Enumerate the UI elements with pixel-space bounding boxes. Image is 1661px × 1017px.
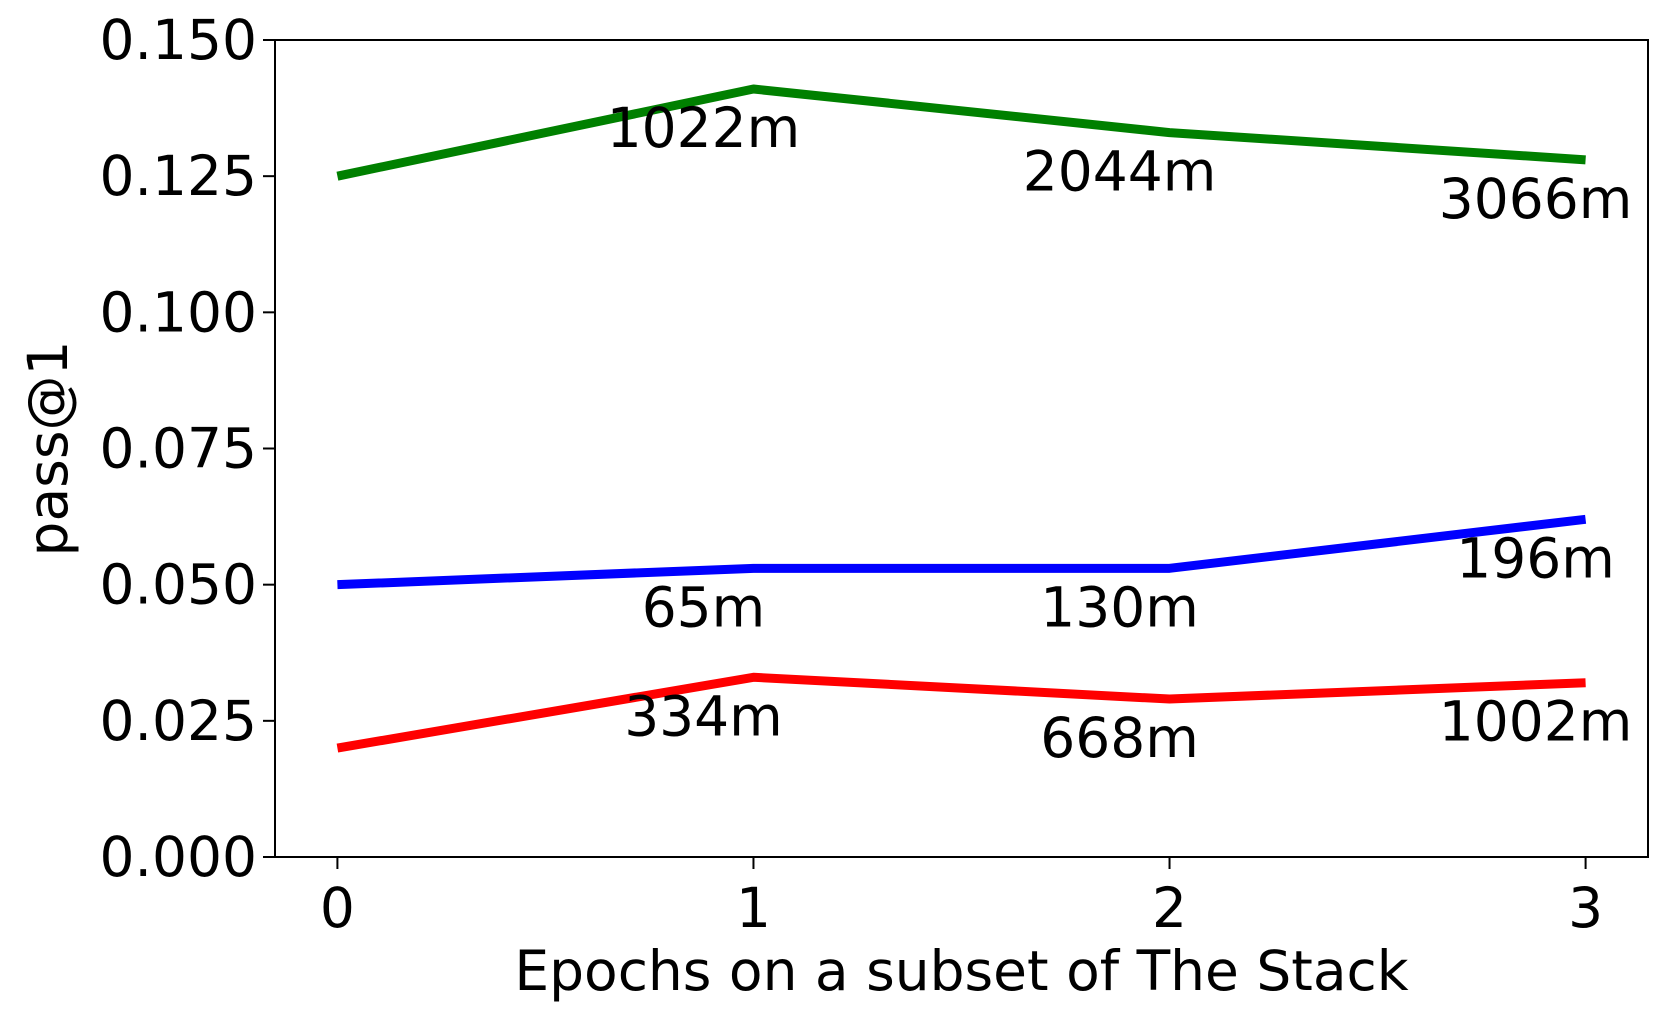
y-tick-label: 0.150 (100, 8, 257, 72)
x-axis: 0 1 2 3 (320, 857, 1603, 940)
series-line-1 (337, 514, 1587, 590)
data-label: 2044m (1023, 140, 1217, 204)
data-label: 334m (624, 684, 783, 748)
series-line-2 (336, 672, 1586, 753)
x-tick-label: 1 (736, 876, 771, 940)
x-tick-label: 0 (320, 876, 355, 940)
y-axis-label: pass@1 (16, 341, 80, 557)
data-label: 65m (642, 575, 766, 639)
y-tick-label: 0.125 (100, 144, 257, 208)
data-label: 1002m (1439, 690, 1633, 754)
y-tick-label: 0.000 (100, 825, 257, 889)
y-tick-label: 0.050 (100, 553, 257, 617)
y-axis: 0.000 0.025 0.050 0.075 0.100 0.125 0.150 (100, 8, 275, 889)
x-tick-label: 2 (1152, 876, 1187, 940)
y-tick-label: 0.075 (100, 417, 257, 481)
data-label: 668m (1040, 706, 1199, 770)
x-tick-label: 3 (1568, 876, 1603, 940)
data-label: 3066m (1439, 167, 1633, 231)
data-label: 130m (1040, 575, 1199, 639)
x-axis-label: Epochs on a subset of The Stack (514, 939, 1408, 1003)
data-label: 1022m (607, 96, 801, 160)
series-line-0 (336, 84, 1586, 181)
y-tick-label: 0.100 (100, 280, 257, 344)
series-layer (336, 84, 1587, 753)
data-label-layer: 1022m 2044m 3066m 65m 130m 196m 334m 668m 1002m (607, 96, 1633, 770)
y-tick-label: 0.025 (100, 689, 257, 753)
data-label: 196m (1456, 526, 1615, 590)
